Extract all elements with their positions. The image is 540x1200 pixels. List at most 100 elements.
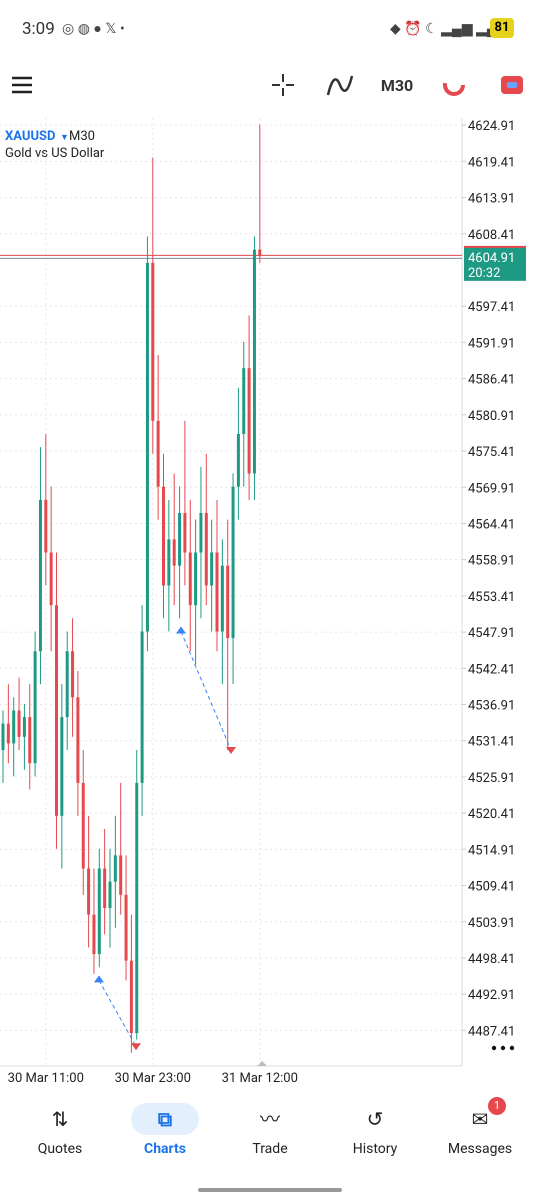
toolbar-icons: M30 bbox=[12, 74, 523, 96]
symbol-dropdown[interactable]: ▼ bbox=[60, 133, 69, 143]
indicators-button[interactable] bbox=[326, 75, 354, 96]
x-tick-label: 30 Mar 23:00 bbox=[115, 1071, 191, 1086]
battery: 81 bbox=[490, 18, 514, 38]
candle-body bbox=[81, 782, 85, 869]
clock: 3:09 bbox=[22, 19, 55, 39]
candle-body bbox=[44, 499, 48, 553]
candle-body bbox=[92, 914, 96, 955]
candle-body bbox=[76, 697, 80, 783]
candle-body bbox=[12, 710, 16, 744]
candle-body bbox=[87, 868, 91, 915]
chart[interactable]: XAUUSD ▼ M30 Gold vs US Dollar 4624.91 46… bbox=[0, 0, 540, 1090]
y-tick-label: 4569.91 bbox=[468, 481, 515, 496]
candle-body bbox=[194, 552, 198, 606]
y-tick-label: 4487.41 bbox=[468, 1024, 515, 1039]
candle-body bbox=[22, 717, 26, 737]
y-tick-label: 4531.41 bbox=[468, 735, 515, 750]
trade-button-inner bbox=[507, 82, 517, 88]
y-tick-label: 4492.91 bbox=[468, 988, 515, 1003]
trade-link bbox=[98, 980, 137, 1047]
trade-open-arrow bbox=[94, 975, 104, 983]
trade-close-arrow bbox=[226, 747, 236, 754]
candle-body bbox=[103, 868, 107, 908]
chart-type-button[interactable] bbox=[443, 74, 465, 96]
candle-body bbox=[6, 723, 10, 744]
candle-body bbox=[167, 539, 171, 586]
candle-body bbox=[71, 651, 75, 698]
y-tick-label: 4547.91 bbox=[468, 626, 515, 641]
nav-icon: ↺ bbox=[366, 1107, 384, 1131]
candle-body bbox=[151, 262, 155, 421]
nav-item[interactable]: 〰 Trade bbox=[220, 1103, 320, 1157]
candle-body bbox=[220, 565, 224, 632]
system-icons: ◆ ⏰ ☾ ▂▄▆ ▂▄▆ bbox=[390, 21, 508, 37]
toolbar: M30 bbox=[0, 60, 540, 116]
menu-button[interactable] bbox=[12, 76, 32, 94]
more-button[interactable] bbox=[491, 1045, 515, 1051]
symbol: XAUUSD bbox=[5, 129, 55, 144]
scroll-marker bbox=[257, 1061, 267, 1066]
home-indicator bbox=[198, 1188, 342, 1192]
candle-body bbox=[183, 513, 187, 553]
y-tick-label: 4597.41 bbox=[468, 300, 515, 315]
y-tick-label: 4591.91 bbox=[468, 336, 515, 351]
y-tick-label: 4520.41 bbox=[468, 807, 515, 822]
y-tick-label: 4613.91 bbox=[468, 192, 515, 207]
nav-item[interactable]: ✉ 1 Messages bbox=[430, 1097, 530, 1157]
candle-body bbox=[145, 262, 149, 632]
nav-label: Trade bbox=[252, 1141, 288, 1157]
nav-item[interactable]: ⧉ Charts bbox=[115, 1103, 215, 1157]
candle-body bbox=[199, 513, 203, 553]
nav-item[interactable]: ⇅ Quotes bbox=[10, 1103, 110, 1157]
trade-link bbox=[180, 631, 232, 751]
candle-body bbox=[140, 631, 144, 783]
status-bar: 3:09 ◎ ◍ ● 𝕏 • ◆ ⏰ ☾ ▂▄▆ ▂▄▆ 81 bbox=[0, 0, 540, 60]
x-tick-label: 31 Mar 12:00 bbox=[222, 1071, 298, 1086]
y-tick-label: 4564.41 bbox=[468, 517, 515, 532]
candle-body bbox=[236, 434, 240, 487]
y-tick-label: 4575.41 bbox=[468, 445, 515, 460]
y-tick-label: 4536.91 bbox=[468, 699, 515, 714]
nav-icon: 〰 bbox=[260, 1107, 280, 1131]
candle-body bbox=[17, 710, 21, 737]
candle-body bbox=[210, 552, 214, 586]
y-tick-label: 4558.91 bbox=[468, 554, 515, 569]
crosshair-button[interactable] bbox=[272, 74, 294, 96]
candle-body bbox=[119, 855, 123, 895]
candle-body bbox=[55, 605, 58, 816]
candle-body bbox=[247, 368, 251, 474]
nav-item[interactable]: ↺ History bbox=[325, 1103, 425, 1157]
symbol-description: Gold vs US Dollar bbox=[5, 146, 105, 161]
candle-body bbox=[188, 552, 192, 606]
candle-body bbox=[97, 868, 101, 955]
candle-body bbox=[172, 539, 176, 566]
price-label-box bbox=[464, 246, 526, 281]
candle-body bbox=[242, 368, 246, 434]
timeframe-button[interactable]: M30 bbox=[381, 76, 413, 95]
bar-countdown: 20:32 bbox=[468, 266, 500, 281]
candle-body bbox=[33, 651, 37, 764]
nav-icon: ⧉ bbox=[131, 1103, 199, 1135]
trade-open-arrow bbox=[176, 626, 186, 634]
y-tick-label: 4580.91 bbox=[468, 409, 515, 424]
candle-body bbox=[65, 651, 69, 718]
candle-body bbox=[178, 513, 182, 566]
candle-body bbox=[1, 723, 5, 750]
candle-body bbox=[38, 499, 42, 652]
y-tick-label: 4553.41 bbox=[468, 590, 515, 605]
candle-body bbox=[252, 249, 256, 474]
nav-icon: ✉ 1 bbox=[446, 1097, 514, 1135]
notification-icons: ◎ ◍ ● 𝕏 • bbox=[62, 21, 125, 37]
nav-label: History bbox=[352, 1141, 398, 1157]
candle-body bbox=[108, 881, 112, 908]
y-tick-label: 4586.41 bbox=[468, 373, 515, 388]
y-tick-label: 4608.41 bbox=[468, 228, 515, 243]
candle-body bbox=[156, 420, 160, 487]
y-tick-label: 4498.41 bbox=[468, 952, 515, 967]
nav-icon: ⇅ bbox=[51, 1107, 69, 1131]
y-tick-label: 4619.41 bbox=[468, 155, 515, 170]
candle-body bbox=[204, 513, 208, 586]
candle-body bbox=[135, 782, 139, 1034]
candle-body bbox=[258, 249, 262, 257]
candle-body bbox=[226, 565, 230, 639]
